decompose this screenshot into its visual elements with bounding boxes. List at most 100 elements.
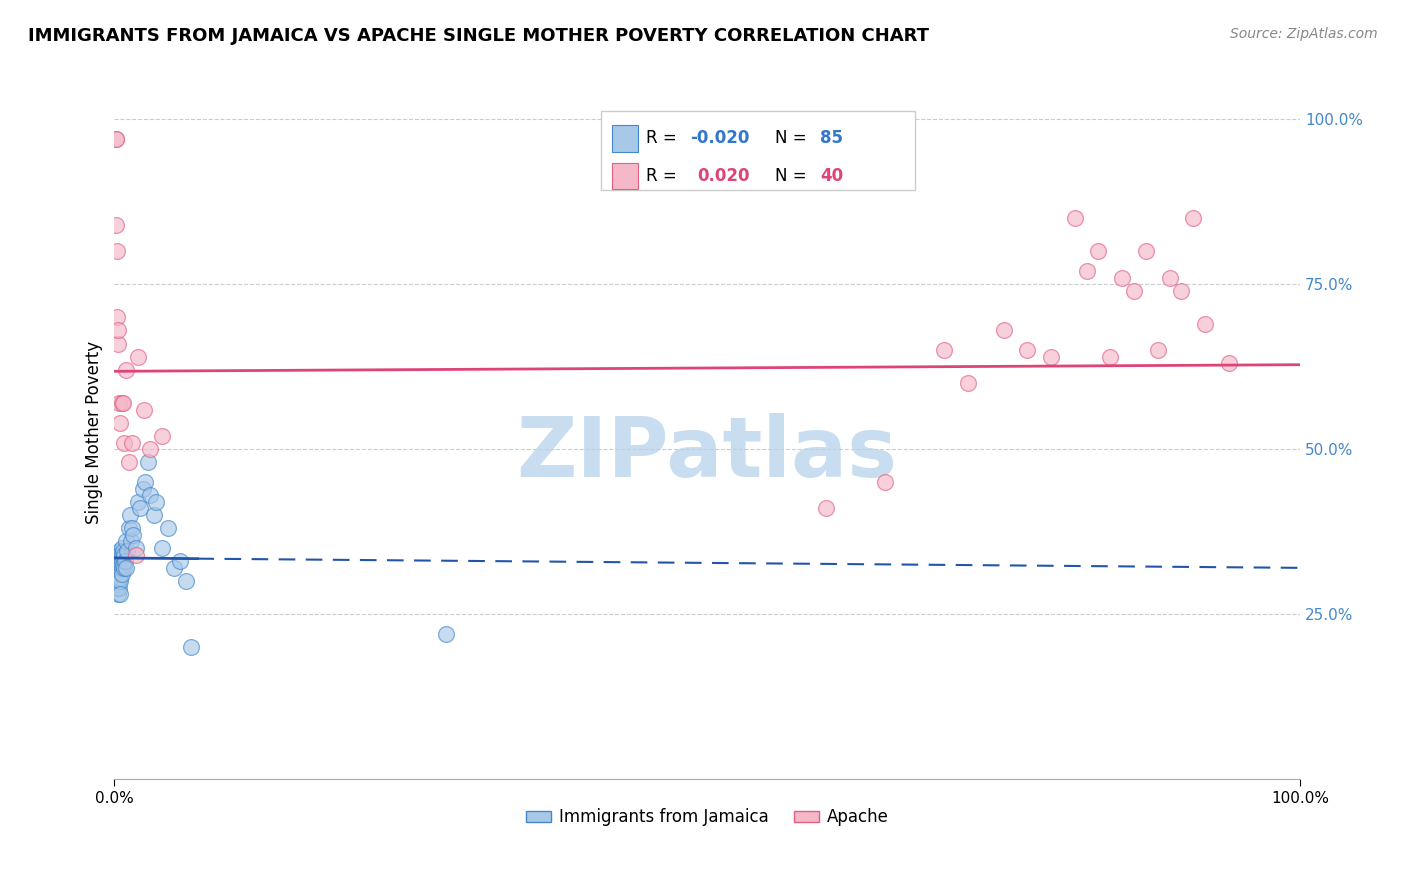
Point [110,541,132,555]
Point [105,567,128,582]
Point [112,561,135,575]
Point [104,218,127,232]
Point [107,336,129,351]
Point [110,561,132,575]
Point [105,244,128,259]
Point [107,548,129,562]
Point [1123,284,1146,298]
Point [105,310,128,325]
Point [180,640,202,654]
Text: N =: N = [775,167,811,185]
Legend: Immigrants from Jamaica, Apache: Immigrants from Jamaica, Apache [519,802,896,833]
Point [104,574,127,588]
Point [110,554,132,568]
Point [107,564,129,578]
Point [105,551,128,566]
Point [107,577,129,591]
Text: 85: 85 [820,129,842,147]
Point [110,396,132,410]
Point [110,564,132,578]
Point [115,561,138,575]
Point [108,561,131,575]
Point [107,587,129,601]
Point [434,627,457,641]
Point [105,571,128,585]
Point [107,567,129,582]
Point [107,554,129,568]
Text: R =: R = [645,167,686,185]
Point [993,323,1015,337]
Point [1017,343,1039,358]
Point [108,574,131,588]
Point [105,581,128,595]
Point [114,554,136,568]
Point [112,548,135,562]
Text: N =: N = [775,129,811,147]
Point [1087,244,1109,259]
Point [105,558,128,572]
Point [104,564,127,578]
Point [104,132,127,146]
Point [1063,211,1085,226]
Point [111,551,134,566]
Point [1182,211,1205,226]
Point [111,396,134,410]
Point [163,561,186,575]
Point [108,564,131,578]
Point [121,435,143,450]
Point [121,521,143,535]
Point [110,567,132,582]
Text: R =: R = [645,129,682,147]
Text: 40: 40 [820,167,844,185]
Y-axis label: Single Mother Poverty: Single Mother Poverty [86,341,103,524]
Text: Source: ZipAtlas.com: Source: ZipAtlas.com [1230,27,1378,41]
Point [1170,284,1192,298]
Point [111,558,134,572]
Point [127,350,149,364]
Point [873,475,896,489]
Point [125,548,148,562]
Point [134,475,156,489]
Point [110,567,132,582]
Point [104,558,127,572]
Point [1218,356,1240,370]
Point [110,561,132,575]
Point [110,548,132,562]
Point [139,442,162,457]
Point [150,541,173,555]
Point [108,551,131,566]
Text: 0.020: 0.020 [697,167,751,185]
Point [169,554,191,568]
Point [129,501,152,516]
Point [110,574,132,588]
Point [104,554,127,568]
Point [108,554,131,568]
Point [108,567,131,582]
Point [117,544,139,558]
Point [112,435,135,450]
Point [125,541,148,555]
Point [107,561,129,575]
Point [108,548,131,562]
Point [934,343,956,358]
Text: -0.020: -0.020 [690,129,749,147]
Point [1146,343,1168,358]
Point [814,501,837,516]
Point [104,577,127,591]
Point [107,323,129,337]
Point [104,132,127,146]
Point [110,558,132,572]
Point [132,402,155,417]
Point [107,558,129,572]
Point [1194,317,1216,331]
Point [110,554,132,568]
Point [174,574,197,588]
Point [1076,264,1098,278]
FancyBboxPatch shape [600,111,915,190]
Point [122,528,145,542]
Point [132,482,155,496]
Point [105,554,128,568]
Point [117,455,139,469]
FancyBboxPatch shape [613,125,638,152]
Point [104,581,127,595]
